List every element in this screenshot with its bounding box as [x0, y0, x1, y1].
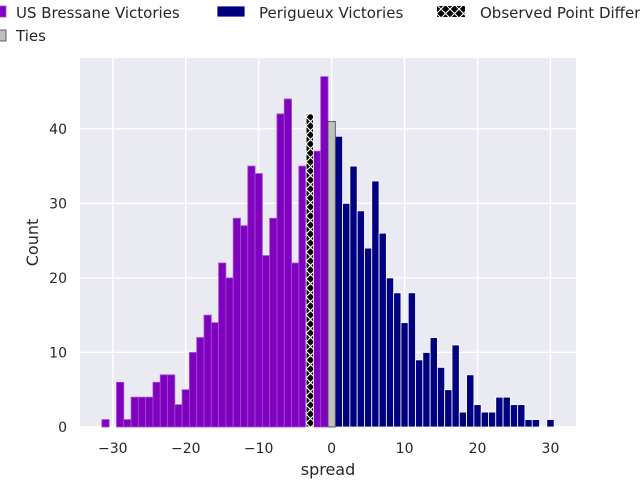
bar-series-1 — [480, 411, 489, 428]
x-tick-label: −20 — [171, 441, 201, 457]
bar-series-0 — [320, 76, 329, 428]
bar-series-0 — [123, 419, 132, 428]
bar-series-0 — [101, 419, 110, 428]
y-tick-label: 40 — [49, 122, 67, 138]
bar-series-0 — [116, 381, 125, 428]
bar-series-1 — [495, 396, 504, 428]
legend-entry-label: US Bressane Victories — [16, 4, 180, 22]
bar-series-1 — [371, 180, 380, 428]
bar-series-0 — [291, 262, 300, 428]
y-tick-label: 10 — [49, 345, 67, 361]
bar-series-1 — [407, 292, 416, 428]
bar-series-1 — [488, 411, 497, 428]
bar-series-1 — [458, 411, 467, 428]
bar-series-0 — [145, 396, 154, 428]
bar-series-0 — [276, 113, 285, 428]
bar-series-0 — [247, 165, 256, 428]
histogram-bars — [101, 76, 555, 428]
x-axis-label: spread — [301, 460, 356, 479]
bar-series-0 — [181, 389, 190, 428]
legend-entry-label: Perigueux Victories — [259, 4, 403, 22]
bar-series-1 — [342, 202, 351, 428]
bar-series-1 — [356, 210, 365, 428]
bar-series-0 — [232, 217, 241, 428]
bar-series-1 — [364, 247, 373, 428]
x-tick-label: 0 — [327, 441, 336, 457]
bar-series-0 — [167, 374, 176, 428]
bar-series-1 — [502, 396, 511, 428]
bar-series-1 — [393, 292, 402, 428]
legend-swatch — [0, 5, 7, 18]
bar-series-0 — [159, 374, 168, 428]
legend-entry-label: Ties — [15, 27, 46, 45]
y-axis-label: Count — [23, 219, 42, 267]
bar-series-0 — [137, 396, 147, 428]
bar-series-0 — [240, 225, 249, 428]
bar-series-1 — [349, 165, 358, 428]
legend-swatch — [216, 5, 246, 18]
bar-series-1 — [444, 389, 453, 428]
bar-series-1 — [415, 359, 424, 428]
bar-series-0 — [196, 337, 205, 428]
bar-series-1 — [466, 374, 475, 428]
bar-series-0 — [210, 322, 219, 428]
bar-series-1 — [509, 404, 519, 428]
bar-series-0 — [218, 262, 227, 428]
bar-series-0 — [261, 255, 271, 428]
bar-series-1 — [378, 232, 387, 428]
bar-series-1 — [517, 404, 526, 428]
y-tick-label: 0 — [58, 420, 67, 436]
bar-series-2 — [305, 113, 314, 428]
bar-series-0 — [189, 352, 198, 428]
bar-series-1 — [531, 419, 540, 428]
bar-series-1 — [429, 337, 438, 428]
bar-series-0 — [269, 217, 278, 428]
bar-series-0 — [254, 173, 263, 428]
y-tick-label: 20 — [49, 271, 67, 287]
legend-entry-label: Observed Point Differential — [480, 4, 640, 22]
bar-series-1 — [546, 419, 555, 428]
bar-series-0 — [283, 98, 292, 428]
bar-series-0 — [174, 404, 183, 428]
bar-series-0 — [298, 165, 307, 428]
bar-series-3 — [327, 120, 336, 428]
bar-series-1 — [524, 419, 533, 428]
bar-series-1 — [473, 404, 482, 428]
x-tick-label: 20 — [469, 441, 487, 457]
bar-series-0 — [130, 396, 139, 428]
bar-series-0 — [203, 314, 212, 428]
x-tick-label: −10 — [244, 441, 274, 457]
x-tick-label: 30 — [542, 441, 560, 457]
bar-series-1 — [400, 322, 409, 428]
bar-series-0 — [152, 381, 161, 428]
bar-series-1 — [334, 135, 343, 428]
y-tick-label: 30 — [49, 196, 67, 212]
bar-series-1 — [437, 366, 446, 428]
bar-series-0 — [225, 277, 234, 428]
legend-swatch — [0, 29, 7, 42]
axis-ticks: −30 −20 −10 0 10 20 30 0 10 20 30 40 — [49, 122, 559, 457]
legend: US Bressane Victories Perigueux Victories… — [0, 4, 640, 45]
x-tick-label: 10 — [396, 441, 414, 457]
bar-series-1 — [385, 277, 395, 428]
bar-series-1 — [451, 344, 460, 428]
legend-swatch — [437, 6, 465, 17]
bar-series-0 — [313, 150, 322, 428]
x-tick-label: −30 — [98, 441, 128, 457]
bar-series-1 — [422, 352, 431, 428]
